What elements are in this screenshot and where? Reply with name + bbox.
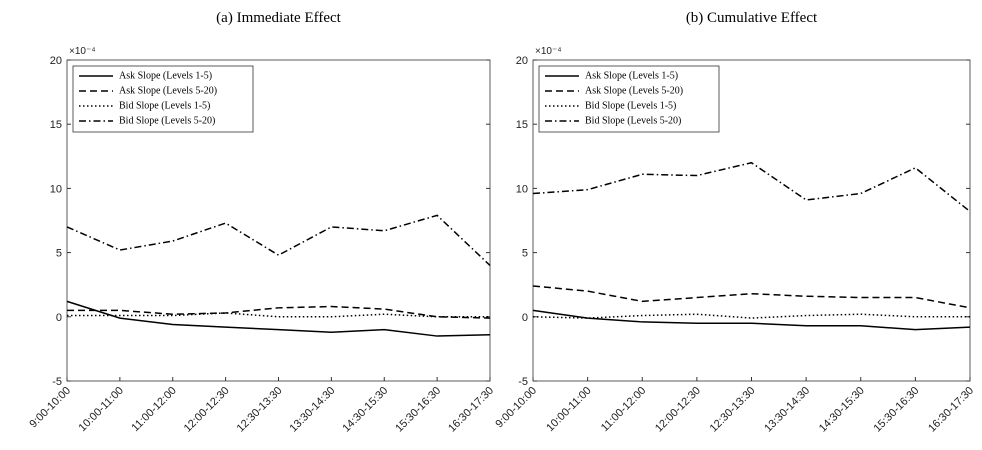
x-tick-label: 13:30-14:30 [287, 385, 337, 435]
y-tick-label: -5 [52, 376, 62, 388]
chart-title: (b) Cumulative Effect [686, 10, 818, 26]
series-line [67, 305, 491, 319]
legend-label: Bid Slope (Levels 1-5) [119, 100, 210, 111]
y-tick-label: -5 [518, 376, 528, 388]
legend-label: Bid Slope (Levels 1-5) [585, 100, 676, 111]
y-tick-label: 10 [516, 183, 528, 195]
x-tick-label: 11:00-12:00 [599, 385, 648, 434]
series-line [532, 313, 970, 319]
legend-box [72, 65, 254, 133]
y-tick-label: 0 [522, 312, 528, 324]
series-line [532, 161, 971, 213]
x-tick-label: 12:00-12:30 [182, 385, 232, 435]
legend-label: Ask Slope (Levels 5-20) [119, 85, 217, 96]
series-line [67, 312, 490, 318]
series-line [532, 309, 971, 331]
x-tick-label: 12:30-13:30 [708, 385, 758, 435]
y-tick-label: 15 [50, 119, 62, 131]
x-tick-label: 13:30-14:30 [762, 385, 812, 435]
y-tick-label: 5 [522, 248, 528, 260]
series-line [66, 214, 491, 266]
x-tick-label: 11:00-12:00 [129, 385, 178, 434]
x-tick-label: 9:00-10:00 [27, 385, 73, 431]
legend-label: Bid Slope (Levels 5-20) [119, 115, 215, 126]
x-tick-label: 12:30-13:30 [235, 385, 285, 435]
x-tick-label: 9:00-10:00 [493, 385, 539, 431]
x-tick-label: 10:00-11:00 [77, 385, 126, 434]
series-line [532, 285, 971, 309]
legend-label: Bid Slope (Levels 5-20) [585, 115, 681, 126]
y-tick-label: 10 [50, 183, 62, 195]
series-line [66, 300, 491, 337]
y-tick-label: 5 [56, 248, 62, 260]
x-tick-label: 15:30-16:30 [393, 385, 443, 435]
x-tick-label: 14:30-15:30 [817, 385, 867, 435]
x-tick-label: 12:00-12:30 [653, 385, 703, 435]
x-tick-label: 10:00-11:00 [544, 385, 593, 434]
y-multiplier: ×10⁻⁴ [69, 46, 96, 57]
y-tick-label: 20 [516, 55, 528, 67]
x-tick-label: 16:30-17:30 [926, 385, 976, 435]
legend-label: Ask Slope (Levels 1-5) [585, 70, 678, 81]
legend-box [538, 65, 720, 133]
x-tick-label: 14:30-15:30 [340, 385, 390, 435]
y-multiplier: ×10⁻⁴ [535, 46, 562, 57]
y-tick-label: 0 [56, 312, 62, 324]
legend-label: Ask Slope (Levels 1-5) [119, 70, 212, 81]
x-tick-label: 15:30-16:30 [871, 385, 921, 435]
chart-title: (a) Immediate Effect [216, 10, 341, 26]
legend-label: Ask Slope (Levels 5-20) [585, 85, 683, 96]
x-tick-label: 16:30-17:30 [446, 385, 496, 435]
y-tick-label: 15 [516, 119, 528, 131]
y-tick-label: 20 [50, 55, 62, 67]
